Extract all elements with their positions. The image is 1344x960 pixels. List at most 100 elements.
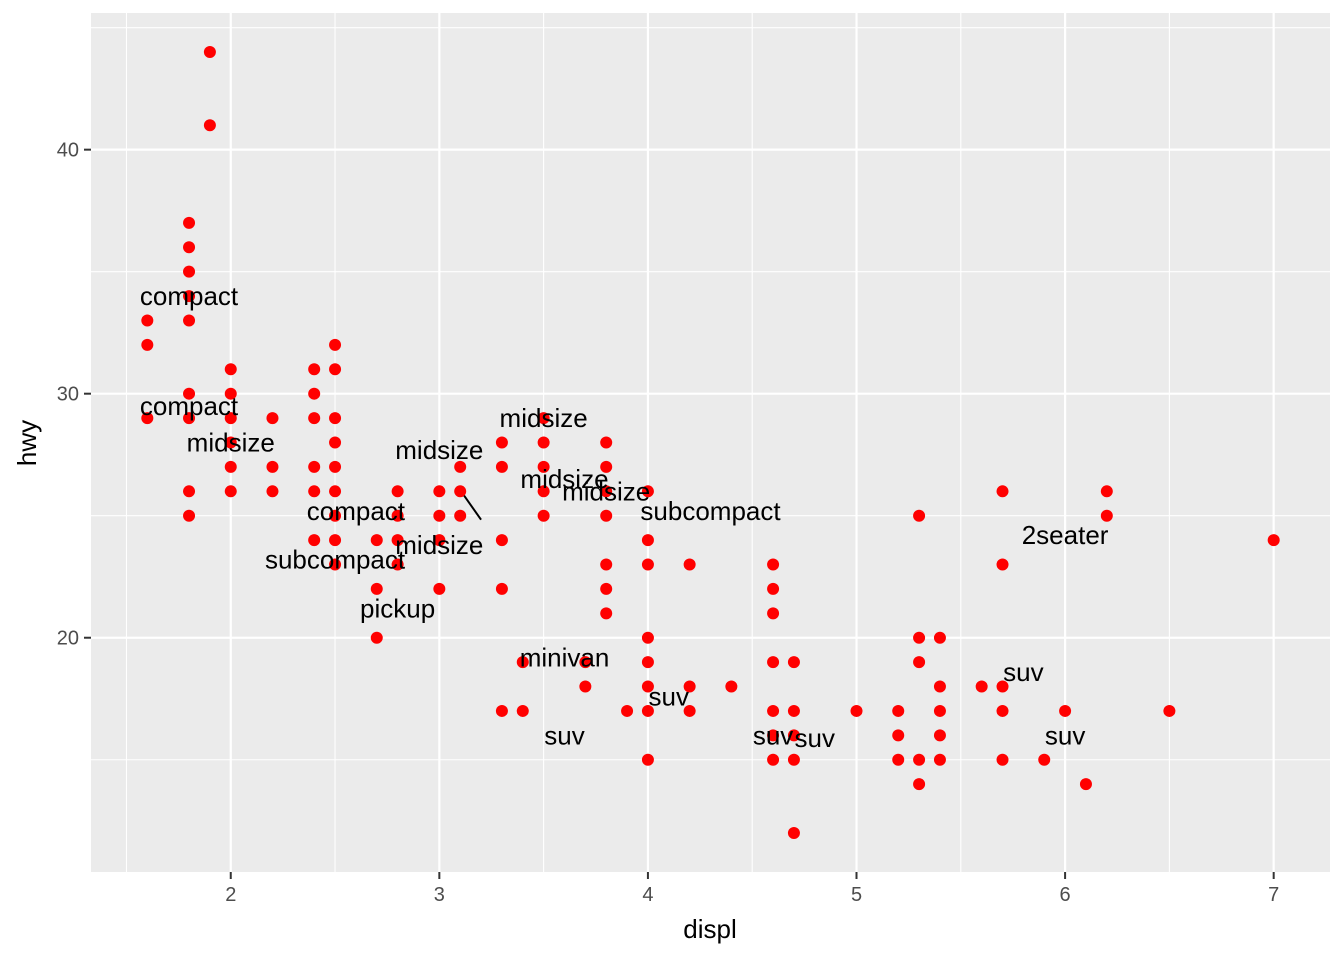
y-tick-label: 20 (57, 628, 79, 650)
data-point (391, 534, 404, 547)
data-point (537, 485, 550, 498)
data-point (537, 412, 550, 425)
data-point (537, 460, 550, 473)
data-point (537, 436, 550, 449)
x-tick-labels: 2 3 4 5 6 7 (225, 884, 1279, 906)
data-point (787, 656, 800, 669)
data-point (433, 534, 446, 547)
data-point (1038, 753, 1051, 766)
data-points (141, 46, 1280, 839)
data-point (224, 363, 237, 376)
x-tick-label: 2 (225, 884, 236, 906)
data-point (183, 241, 196, 254)
data-point (183, 485, 196, 498)
class-label: suv (544, 720, 584, 750)
class-label: midsize (395, 530, 483, 560)
x-axis-title: displ (683, 914, 736, 944)
data-point (224, 460, 237, 473)
data-point (600, 509, 613, 522)
x-tick-label: 4 (642, 884, 653, 906)
data-point (933, 680, 946, 693)
class-label: compact (307, 496, 406, 526)
data-point (391, 509, 404, 522)
data-point (329, 485, 342, 498)
data-point (913, 631, 926, 644)
data-point (370, 631, 383, 644)
data-point (725, 680, 738, 693)
data-point (621, 704, 634, 717)
data-point (454, 485, 467, 498)
data-point (641, 656, 654, 669)
data-point (641, 704, 654, 717)
data-point (224, 387, 237, 400)
data-point (433, 582, 446, 595)
data-point (1100, 509, 1113, 522)
data-point (266, 412, 279, 425)
data-point (996, 753, 1009, 766)
data-point (433, 509, 446, 522)
data-point (892, 704, 905, 717)
data-point (767, 607, 780, 620)
data-point (1100, 485, 1113, 498)
data-point (495, 582, 508, 595)
data-point (683, 680, 696, 693)
data-point (329, 460, 342, 473)
data-point (203, 46, 216, 59)
data-point (913, 656, 926, 669)
data-point (1267, 534, 1280, 547)
class-label: suv (753, 720, 793, 750)
data-point (787, 753, 800, 766)
class-label: minivan (520, 642, 610, 672)
data-point (224, 436, 237, 449)
data-point (787, 729, 800, 742)
data-point (224, 412, 237, 425)
data-point (996, 704, 1009, 717)
data-point (600, 485, 613, 498)
data-point (329, 338, 342, 351)
data-point (308, 363, 321, 376)
data-point (183, 509, 196, 522)
data-point (683, 558, 696, 571)
class-label: midsize (395, 435, 483, 465)
data-point (641, 631, 654, 644)
data-point (224, 485, 237, 498)
data-point (495, 534, 508, 547)
data-point (141, 314, 154, 327)
class-label: subcompact (265, 545, 406, 575)
data-point (600, 558, 613, 571)
data-point (329, 558, 342, 571)
data-point (308, 387, 321, 400)
data-point (892, 729, 905, 742)
data-point (370, 582, 383, 595)
data-point (141, 338, 154, 351)
data-point (850, 704, 863, 717)
data-point (183, 216, 196, 229)
data-point (495, 436, 508, 449)
data-point (641, 680, 654, 693)
class-label: suv (1003, 657, 1043, 687)
data-point (787, 826, 800, 839)
y-axis-title: hwy (12, 420, 42, 466)
label-connectors (462, 493, 482, 521)
data-point (933, 729, 946, 742)
x-tick-label: 3 (434, 884, 445, 906)
data-point (183, 412, 196, 425)
class-label: suv (649, 681, 689, 711)
data-point (183, 387, 196, 400)
data-point (600, 436, 613, 449)
data-point (391, 485, 404, 498)
data-point (996, 558, 1009, 571)
data-point (329, 412, 342, 425)
data-point (579, 656, 592, 669)
label-connector (462, 493, 482, 521)
point-annotations: compactcompactmidsizemidsizemidsizemidsi… (140, 281, 1109, 753)
data-point (370, 534, 383, 547)
class-label: midsize (500, 403, 588, 433)
data-point (579, 680, 592, 693)
data-point (913, 778, 926, 791)
data-point (1079, 778, 1092, 791)
data-point (933, 704, 946, 717)
data-point (329, 509, 342, 522)
data-point (1163, 704, 1176, 717)
class-label: suv (1045, 720, 1085, 750)
